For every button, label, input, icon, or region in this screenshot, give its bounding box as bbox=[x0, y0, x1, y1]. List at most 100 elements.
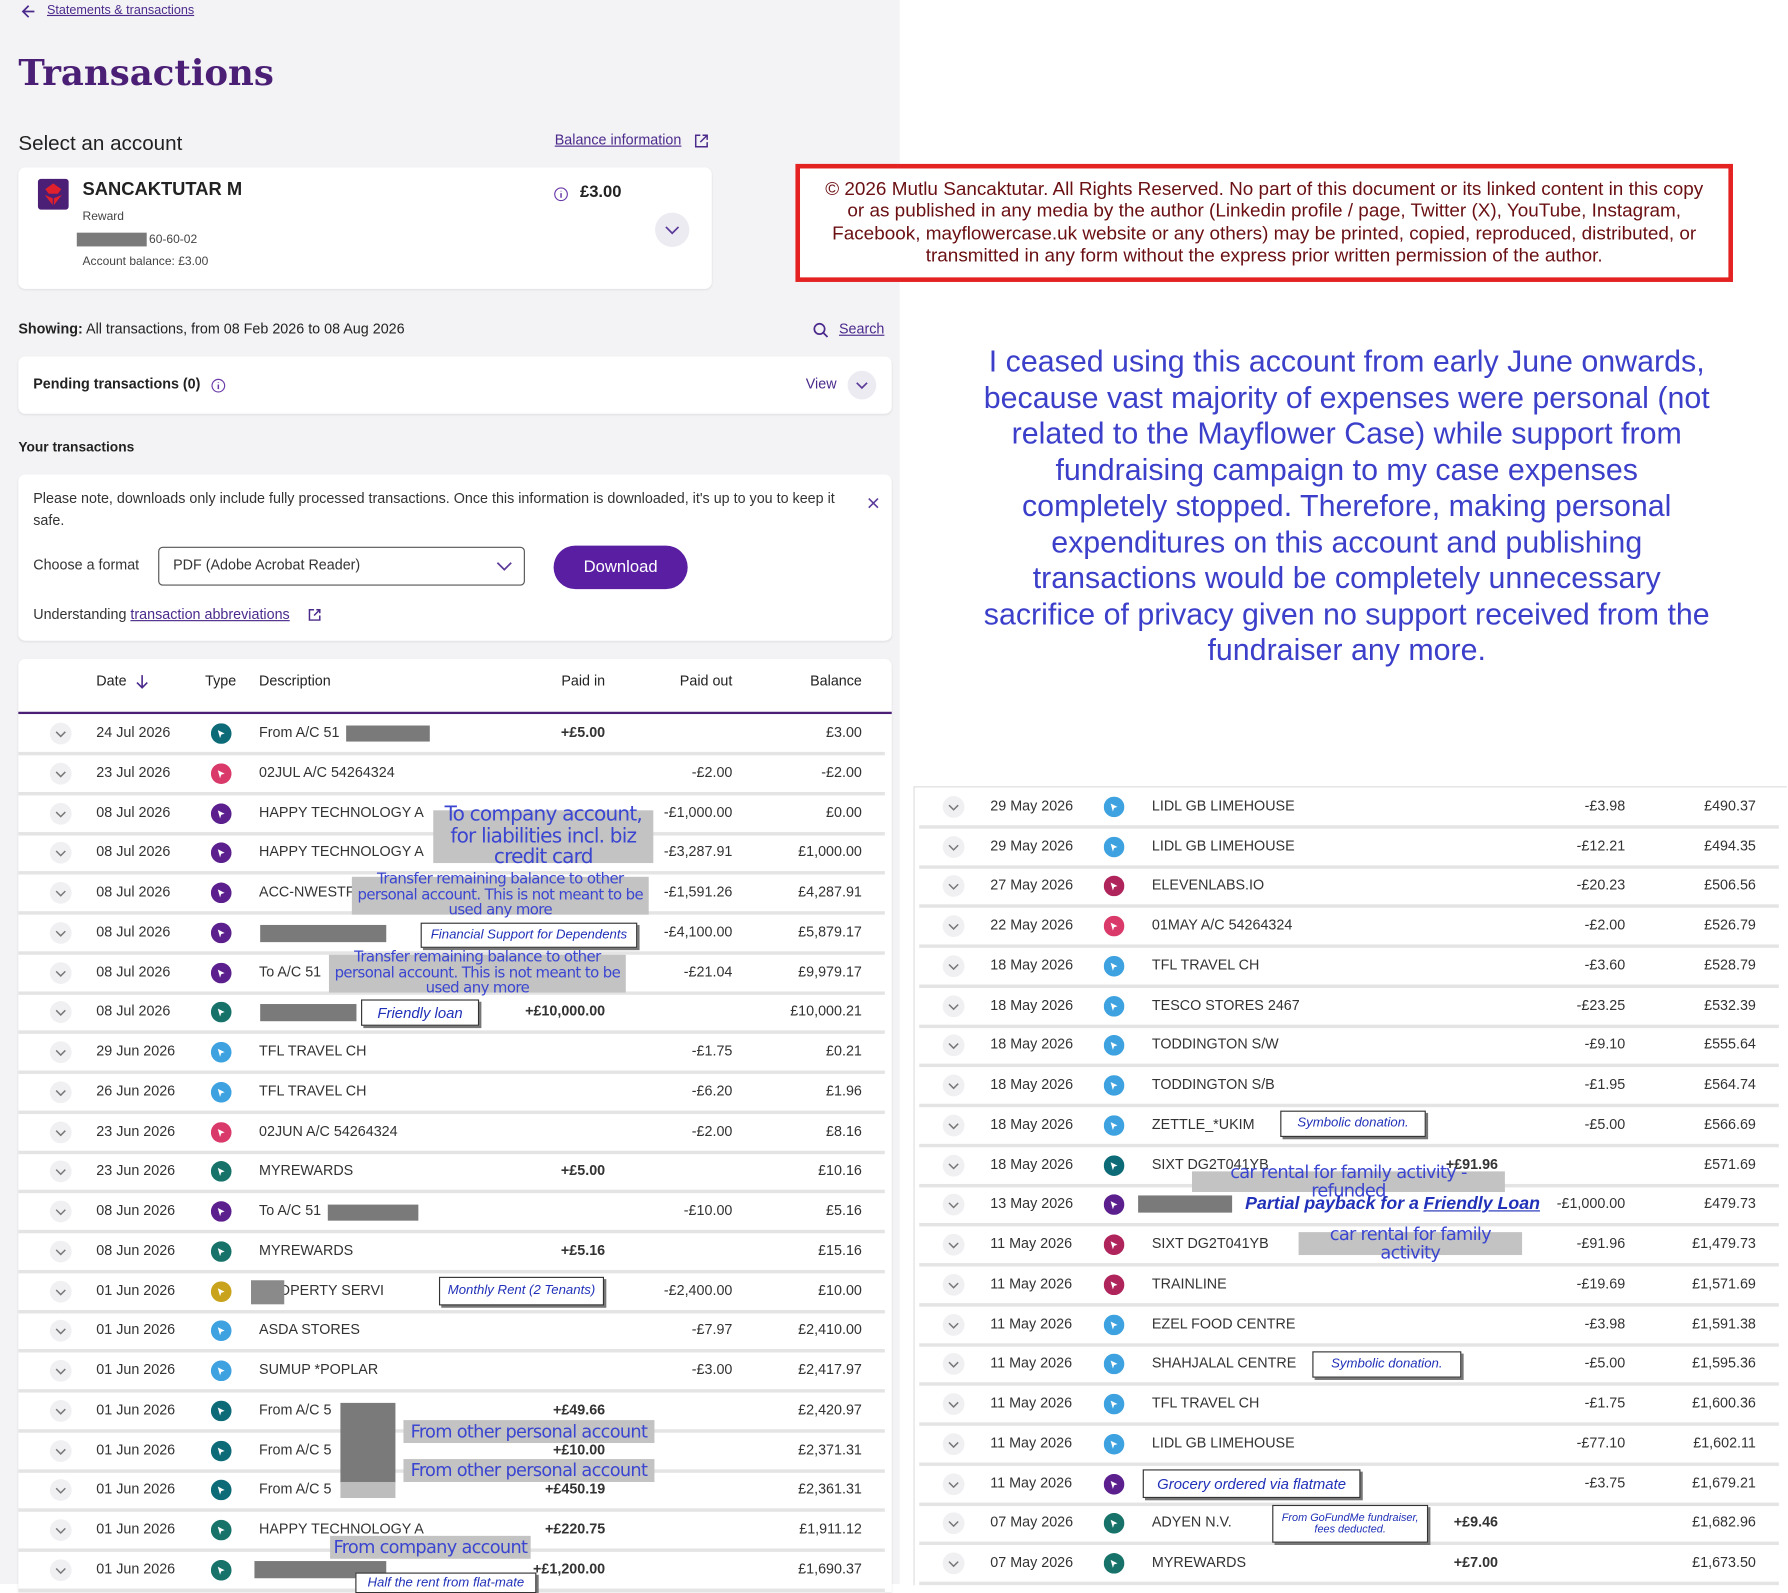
expand-chevron[interactable] bbox=[942, 1114, 965, 1137]
view-link[interactable]: View bbox=[805, 375, 837, 392]
transaction-row[interactable]: 01 Jun 2026 ASDA STORES -£7.97 £2,410.00 bbox=[18, 1312, 885, 1353]
expand-chevron[interactable] bbox=[49, 1479, 72, 1502]
transaction-row[interactable]: 11 May 2026 -£3.75 £1,679.21 bbox=[919, 1464, 1779, 1506]
expand-chevron[interactable] bbox=[49, 1200, 72, 1223]
transaction-row[interactable]: 11 May 2026 TRAINLINE -£19.69 £1,571.69 bbox=[919, 1265, 1779, 1307]
description: HAPPY TECHNOLOGY A bbox=[259, 843, 424, 860]
balance-link[interactable]: Balance information bbox=[554, 131, 682, 148]
expand-chevron[interactable] bbox=[49, 762, 72, 785]
transaction-row[interactable]: 18 May 2026 TFL TRAVEL CH -£3.60 £528.79 bbox=[919, 947, 1779, 988]
expand-chevron[interactable] bbox=[942, 995, 965, 1018]
expand-chevron[interactable] bbox=[49, 961, 72, 984]
back-arrow[interactable] bbox=[21, 3, 37, 19]
transaction-row[interactable]: 01 Jun 2026 PROPERTY SERVI -£2,400.00 £10.0… bbox=[18, 1272, 885, 1314]
expand-chevron[interactable] bbox=[49, 1001, 72, 1024]
transaction-row[interactable]: 11 May 2026 SHAHJALAL CENTRE -£5.00 £1,595.… bbox=[919, 1345, 1779, 1387]
expand-chevron[interactable] bbox=[942, 1074, 965, 1097]
expand-chevron[interactable] bbox=[942, 1552, 965, 1575]
expand-chevron[interactable] bbox=[942, 1034, 965, 1057]
column-header[interactable]: Date bbox=[96, 672, 127, 689]
sort-arrow[interactable] bbox=[135, 674, 149, 690]
expand-chevron[interactable] bbox=[942, 1273, 965, 1296]
format-select[interactable] bbox=[158, 546, 525, 586]
abbreviations-link[interactable]: transaction abbreviations bbox=[130, 606, 290, 623]
transaction-row[interactable]: 26 Jun 2026 TFL TRAVEL CH -£6.20 £1.96 bbox=[18, 1073, 885, 1114]
transaction-row[interactable]: 29 Jun 2026 TFL TRAVEL CH -£1.75 £0.21 bbox=[18, 1033, 885, 1075]
transaction-row[interactable]: 08 Jul 2026 HAPPY TECHNOLOGY A -£3,287.91 £… bbox=[18, 834, 885, 875]
transaction-row[interactable]: 08 Jul 2026 +£10,000.00 £10,000.21 bbox=[18, 993, 885, 1035]
transaction-row[interactable]: 01 Jun 2026 From A/C 5 +£450.19 £2,361.31 bbox=[18, 1471, 885, 1513]
transaction-row[interactable]: 18 May 2026 TODDINGTON S/W -£9.10 £555.64 bbox=[919, 1026, 1779, 1068]
account-card[interactable] bbox=[18, 167, 712, 289]
expand-chevron[interactable] bbox=[942, 795, 965, 818]
date: 18 May 2026 bbox=[990, 1076, 1074, 1093]
expand-chevron[interactable] bbox=[49, 1360, 72, 1383]
transaction-row[interactable]: 29 May 2026 LIDL GB LIMEHOUSE -£12.21 £494.… bbox=[919, 827, 1779, 869]
expand-chevron[interactable] bbox=[49, 881, 72, 904]
expand-chevron[interactable] bbox=[49, 1519, 72, 1542]
type-icon bbox=[1103, 876, 1125, 897]
expand-button[interactable] bbox=[847, 370, 877, 400]
expand-chevron[interactable] bbox=[942, 1393, 965, 1416]
transaction-row[interactable]: 23 Jun 2026 02JUN A/C 54264324 -£2.00 £8.16 bbox=[18, 1112, 885, 1154]
expand-chevron[interactable] bbox=[49, 1160, 72, 1183]
transaction-row[interactable]: 23 Jun 2026 MYREWARDS +£5.00 £10.16 bbox=[18, 1152, 885, 1194]
expand-chevron[interactable] bbox=[942, 955, 965, 978]
expand-chevron[interactable] bbox=[942, 1353, 965, 1376]
transaction-row[interactable]: 01 Jun 2026 SUMUP *POPLAR -£3.00 £2,417.97 bbox=[18, 1351, 885, 1393]
expand-chevron[interactable] bbox=[49, 921, 72, 944]
transaction-row[interactable]: 23 Jul 2026 02JUL A/C 54264324 -£2.00 -£2.0… bbox=[18, 754, 885, 796]
date: 11 May 2026 bbox=[990, 1394, 1073, 1412]
expand-chevron[interactable] bbox=[942, 1194, 965, 1217]
transaction-row[interactable]: 11 May 2026 TFL TRAVEL CH -£1.75 £1,600.36 bbox=[919, 1385, 1779, 1426]
expand-chevron[interactable] bbox=[942, 875, 965, 898]
transaction-row[interactable]: 18 May 2026 TODDINGTON S/B -£1.95 £564.74 bbox=[919, 1066, 1779, 1108]
transaction-row[interactable]: 24 Jul 2026 From A/C 51 +£5.00 £3.00 bbox=[18, 714, 885, 756]
transaction-row[interactable]: 13 May 2026 -£1,000.00 £479.73 bbox=[919, 1186, 1779, 1227]
transaction-row[interactable]: 08 Jul 2026 -£4,100.00 £5,879.17 bbox=[18, 913, 885, 955]
expand-chevron[interactable] bbox=[49, 1041, 72, 1064]
annotation-text: To company account, for liabilities incl… bbox=[444, 803, 643, 869]
balance: £532.39 bbox=[1704, 996, 1756, 1013]
transaction-row[interactable]: 11 May 2026 SIXT DG2T041YB -£91.96 £1,479.7… bbox=[919, 1225, 1779, 1267]
expand-chevron[interactable] bbox=[942, 915, 965, 938]
transaction-row[interactable]: 08 Jun 2026 To A/C 51 -£10.00 £5.16 bbox=[18, 1192, 885, 1234]
expand-chevron[interactable] bbox=[942, 1313, 965, 1336]
expand-chevron[interactable] bbox=[49, 1280, 72, 1303]
back-link[interactable]: Statements & transactions bbox=[46, 3, 195, 18]
transaction-row[interactable]: 18 May 2026 TESCO STORES 2467 -£23.25 £532.… bbox=[919, 986, 1779, 1028]
transaction-row[interactable]: 11 May 2026 EZEL FOOD CENTRE -£3.98 £1,591.… bbox=[919, 1305, 1779, 1347]
icon-glyph bbox=[217, 1248, 225, 1257]
download-button[interactable]: Download bbox=[553, 545, 688, 590]
transaction-row[interactable]: 22 May 2026 01MAY A/C 54264324 -£2.00 £526.… bbox=[919, 907, 1779, 949]
expand-chevron[interactable] bbox=[942, 835, 965, 858]
transaction-row[interactable]: 08 Jul 2026 To A/C 51 -£21.04 £9,979.17 bbox=[18, 953, 885, 995]
search-link[interactable]: Search bbox=[838, 320, 885, 337]
transaction-row[interactable]: 27 May 2026 ELEVENLABS.IO -£20.23 £506.56 bbox=[919, 867, 1779, 909]
pending-card[interactable] bbox=[18, 356, 892, 414]
transaction-row[interactable]: 07 May 2026 ADYEN N.V. +£9.46 £1,682.96 bbox=[919, 1504, 1779, 1546]
expand-chevron[interactable] bbox=[942, 1512, 965, 1535]
transaction-row[interactable]: 11 May 2026 LIDL GB LIMEHOUSE -£77.10 £1,60… bbox=[919, 1424, 1779, 1466]
date: 08 Jul 2026 bbox=[96, 883, 171, 900]
expand-chevron[interactable] bbox=[49, 802, 72, 825]
expand-chevron[interactable] bbox=[49, 1081, 72, 1104]
close-button[interactable] bbox=[866, 496, 880, 510]
expand-chevron[interactable] bbox=[49, 722, 72, 745]
expand-chevron[interactable] bbox=[49, 1399, 72, 1422]
expand-chevron[interactable] bbox=[942, 1472, 965, 1495]
expand-chevron[interactable] bbox=[49, 1320, 72, 1343]
expand-chevron[interactable] bbox=[942, 1432, 965, 1455]
expand-chevron[interactable] bbox=[49, 1240, 72, 1263]
transaction-row[interactable]: 18 May 2026 ZETTLE_*UKIM -£5.00 £566.69 bbox=[919, 1106, 1779, 1148]
transaction-row[interactable]: 07 May 2026 MYREWARDS +£7.00 £1,673.50 bbox=[919, 1544, 1779, 1586]
expand-button[interactable] bbox=[654, 212, 690, 248]
expand-chevron[interactable] bbox=[49, 842, 72, 865]
expand-chevron[interactable] bbox=[942, 1154, 965, 1177]
expand-chevron[interactable] bbox=[49, 1559, 72, 1582]
expand-chevron[interactable] bbox=[49, 1120, 72, 1143]
expand-chevron[interactable] bbox=[942, 1233, 965, 1256]
expand-chevron[interactable] bbox=[49, 1439, 72, 1462]
transaction-row[interactable]: 08 Jun 2026 MYREWARDS +£5.16 £15.16 bbox=[18, 1232, 885, 1274]
transaction-row[interactable]: 29 May 2026 LIDL GB LIMEHOUSE -£3.98 £490.3… bbox=[919, 787, 1779, 829]
